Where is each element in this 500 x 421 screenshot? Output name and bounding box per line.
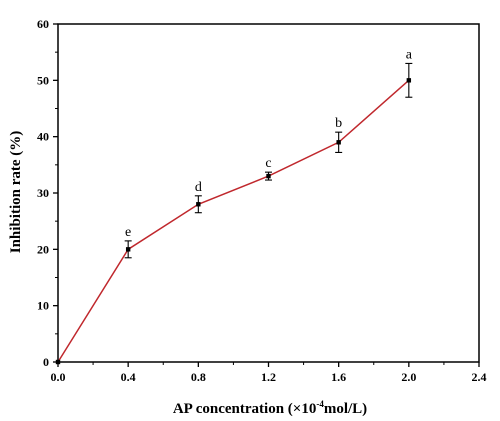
x-axis-label-suffix: mol/L) <box>324 401 367 417</box>
y-tick-label: 0 <box>43 355 49 369</box>
x-tick-label: 2.0 <box>401 370 416 384</box>
data-point <box>125 247 131 252</box>
significance-label: d <box>195 180 202 195</box>
y-tick-label: 10 <box>37 299 49 313</box>
significance-labels: e d c b a <box>125 47 413 239</box>
y-tick-label: 40 <box>37 130 49 144</box>
x-tick-label: 2.4 <box>472 370 487 384</box>
data-point <box>336 140 341 145</box>
significance-label: b <box>335 116 342 131</box>
significance-label: a <box>406 47 413 62</box>
x-axis-label-superscript: -4 <box>316 399 324 409</box>
significance-label: c <box>265 156 271 171</box>
x-tick-label: 1.6 <box>331 370 346 384</box>
tick-marks <box>53 23 480 367</box>
y-axis-label: Inhibition rate (%) <box>8 131 24 254</box>
axes <box>57 23 480 363</box>
data-point <box>266 173 271 179</box>
data-point <box>55 359 61 365</box>
x-axis-label-main: AP concentration (×10 <box>173 401 317 417</box>
series-line <box>57 79 410 363</box>
x-tick-label: 0.0 <box>51 370 66 384</box>
significance-label: e <box>125 225 131 240</box>
data-point <box>406 78 412 83</box>
plot-frame <box>57 23 480 363</box>
y-tick-label: 50 <box>37 73 49 87</box>
tick-labels: 0.0 0.4 0.8 1.2 1.6 2.0 2.4 0 10 20 30 40 50 60 <box>37 17 487 384</box>
y-tick-label: 30 <box>37 186 49 200</box>
x-tick-label: 1.2 <box>261 370 276 384</box>
y-tick-label: 60 <box>37 17 49 31</box>
y-tick-label: 20 <box>37 242 49 256</box>
data-series <box>55 62 413 365</box>
x-tick-label: 0.4 <box>121 370 136 384</box>
data-point <box>196 202 201 207</box>
x-tick-label: 0.8 <box>191 370 206 384</box>
x-axis-label: AP concentration (×10-4mol/L) <box>173 399 367 417</box>
